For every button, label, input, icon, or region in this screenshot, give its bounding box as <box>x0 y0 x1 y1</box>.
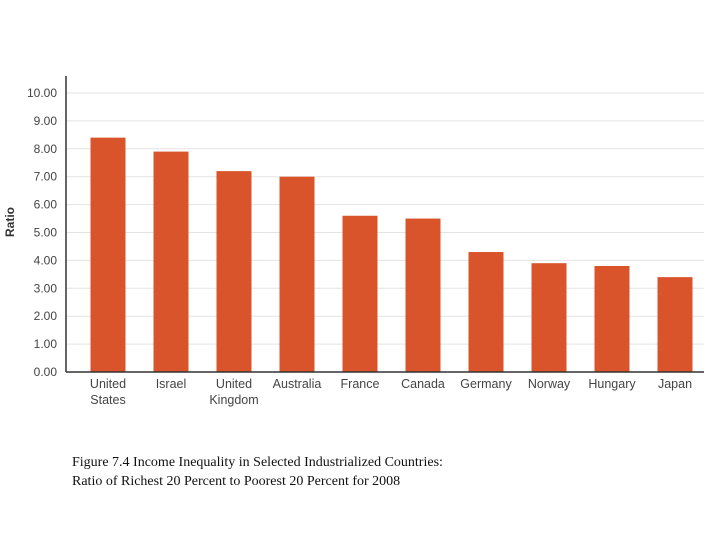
bar <box>468 252 504 372</box>
y-tick-label: 2.00 <box>34 309 58 323</box>
y-tick-label: 6.00 <box>34 198 58 212</box>
x-tick-label: Norway <box>528 377 571 391</box>
x-tick-label: France <box>341 377 380 391</box>
y-tick-label: 0.00 <box>34 365 58 379</box>
bar <box>216 171 252 372</box>
x-tick-label: Germany <box>460 377 512 391</box>
x-tick-label: Hungary <box>588 377 636 391</box>
y-tick-label: 8.00 <box>34 142 58 156</box>
bar <box>531 263 567 372</box>
labels: 0.00 1.00 2.00 3.00 4.00 5.00 6.00 7.00 8.00 9.00… <box>27 86 692 407</box>
y-tick-label: 7.00 <box>34 170 58 184</box>
bar <box>594 265 630 372</box>
x-tick-label: United States <box>90 377 126 407</box>
y-tick-label: 1.00 <box>34 337 58 351</box>
x-tick-label: Israel <box>156 377 187 391</box>
bar <box>405 218 441 372</box>
axes <box>65 76 704 373</box>
bar <box>279 176 315 372</box>
y-tick-label: 4.00 <box>34 253 58 267</box>
x-tick-label: Japan <box>658 377 692 391</box>
bar <box>657 277 693 372</box>
bar <box>342 215 378 372</box>
bars <box>90 137 693 372</box>
bar <box>153 151 189 372</box>
y-tick-label: 5.00 <box>34 226 58 240</box>
y-tick-label: 9.00 <box>34 114 58 128</box>
bar-chart: 0.00 1.00 2.00 3.00 4.00 5.00 6.00 7.00 8.00 9.00… <box>3 76 704 407</box>
bar <box>90 137 126 372</box>
y-axis-title: Ratio <box>3 207 17 237</box>
y-tick-label: 10.00 <box>27 86 57 100</box>
y-tick-label: 3.00 <box>34 281 58 295</box>
x-tick-label: Canada <box>401 377 445 391</box>
figure-caption: Figure 7.4 Income Inequality in Selected… <box>72 455 443 489</box>
x-tick-label: Australia <box>273 377 322 391</box>
x-tick-label: United Kingdom <box>209 377 258 407</box>
